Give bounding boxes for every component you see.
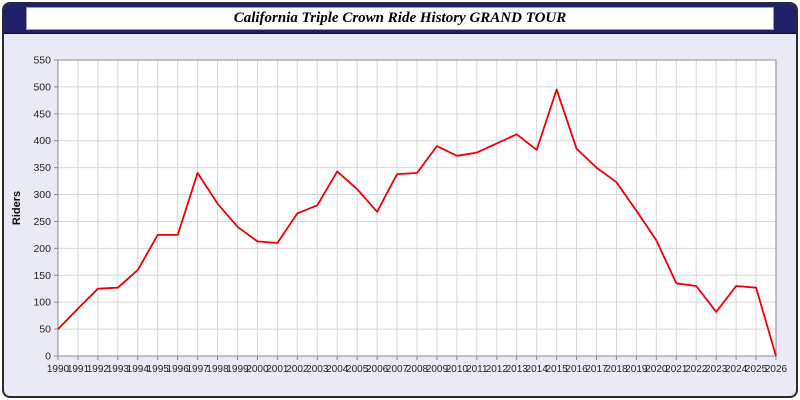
- x-tick-label: 1999: [226, 364, 249, 375]
- y-tick-label: 100: [33, 297, 51, 309]
- x-tick-label: 2007: [386, 364, 409, 375]
- x-tick-label: 2003: [306, 364, 329, 375]
- x-tick-label: 1991: [67, 364, 90, 375]
- x-tick-label: 1994: [127, 364, 150, 375]
- x-tick-label: 2010: [446, 364, 469, 375]
- series-line: [57, 88, 777, 357]
- y-tick-label: 300: [33, 189, 51, 201]
- y-tick-label: 500: [33, 81, 51, 93]
- y-tick-label: 250: [33, 216, 51, 228]
- x-tick-label: 2016: [565, 364, 588, 375]
- x-tick-label: 2022: [685, 364, 708, 375]
- x-tick-label: 2006: [366, 364, 389, 375]
- x-tick-label: 2018: [605, 364, 628, 375]
- x-tick-label: 1992: [87, 364, 110, 375]
- x-tick-label: 2002: [286, 364, 309, 375]
- y-axis-label: Riders: [11, 191, 23, 225]
- x-tick-label: 2019: [625, 364, 648, 375]
- x-tick-label: 2009: [426, 364, 449, 375]
- x-tick-label: 2026: [765, 364, 788, 375]
- x-tick-label: 2013: [506, 364, 529, 375]
- page-title: California Triple Crown Ride History GRA…: [233, 10, 567, 26]
- x-tick-label: 2005: [346, 364, 369, 375]
- x-tick-label: 2017: [585, 364, 608, 375]
- x-tick-label: 2001: [266, 364, 289, 375]
- title-bar: California Triple Crown Ride History GRA…: [4, 4, 796, 34]
- chart-area: 0 50 100 150 200 250 300 350 400 450 500 550 1990 199…: [8, 38, 792, 394]
- x-tick-label: 2021: [665, 364, 688, 375]
- x-tick-label: 2020: [645, 364, 668, 375]
- y-tick-label: 400: [33, 135, 51, 147]
- x-tick-label: 2015: [545, 364, 568, 375]
- x-tick-label: 2014: [526, 364, 549, 375]
- x-tick-label: 1995: [147, 364, 170, 375]
- line-chart: 0501001502002503003504004505005501990199…: [11, 55, 788, 376]
- x-tick-label: 2000: [246, 364, 269, 375]
- title-box: California Triple Crown Ride History GRA…: [26, 7, 774, 30]
- x-tick-label: 1990: [47, 364, 70, 375]
- x-tick-label: 2023: [705, 364, 728, 375]
- x-tick-label: 1997: [186, 364, 209, 375]
- x-tick-label: 2008: [406, 364, 429, 375]
- x-tick-label: 1993: [107, 364, 130, 375]
- x-tick-label: 2025: [745, 364, 768, 375]
- x-tick-label: 2024: [725, 364, 748, 375]
- y-tick-label: 150: [33, 270, 51, 282]
- x-tick-label: 2004: [326, 364, 349, 375]
- y-tick-label: 200: [33, 243, 51, 255]
- x-tick-label: 1998: [206, 364, 229, 375]
- y-tick-label: 550: [33, 55, 51, 67]
- y-tick-label: 450: [33, 108, 51, 120]
- x-tick-label: 1996: [167, 364, 190, 375]
- x-tick-label: 2012: [486, 364, 509, 375]
- y-tick-label: 350: [33, 162, 51, 174]
- x-tick-label: 2011: [466, 364, 488, 375]
- y-tick-label: 50: [39, 324, 51, 336]
- y-tick-label: 0: [45, 351, 51, 363]
